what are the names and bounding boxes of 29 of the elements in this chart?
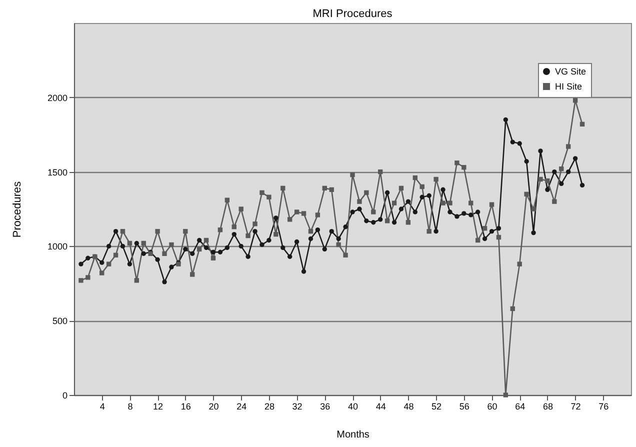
x-tick-label: 44 bbox=[376, 402, 386, 412]
x-tick-label: 12 bbox=[153, 402, 164, 412]
y-axis-title: Procedures bbox=[11, 180, 24, 238]
x-tick-label: 24 bbox=[236, 402, 247, 412]
y-tick-label: 0 bbox=[62, 390, 68, 400]
x-tick-label: 16 bbox=[180, 402, 191, 412]
x-tick-label: 20 bbox=[208, 402, 219, 412]
legend-label: HI Site bbox=[555, 82, 582, 92]
x-tick-label: 36 bbox=[320, 402, 330, 412]
x-tick-label: 32 bbox=[292, 402, 302, 412]
x-tick-label: 76 bbox=[598, 402, 609, 412]
chart-title: MRI Procedures bbox=[312, 8, 393, 20]
x-tick-label: 52 bbox=[432, 402, 442, 412]
x-tick-label: 72 bbox=[570, 402, 581, 412]
legend-label: VG Site bbox=[555, 66, 586, 76]
x-tick-label: 48 bbox=[404, 402, 414, 412]
x-tick-label: 60 bbox=[487, 402, 498, 412]
x-tick-label: 8 bbox=[128, 402, 133, 412]
y-tick-label: 1000 bbox=[47, 242, 68, 252]
x-tick-label: 56 bbox=[459, 402, 470, 412]
y-tick-label: 500 bbox=[52, 316, 68, 326]
y-tick-label: 2000 bbox=[47, 92, 68, 103]
x-tick-label: 28 bbox=[264, 402, 274, 412]
x-axis-title: Months bbox=[336, 430, 370, 440]
x-tick-label: 40 bbox=[348, 402, 358, 412]
x-tick-label: 64 bbox=[515, 402, 526, 412]
x-tick-label: 4 bbox=[100, 402, 105, 412]
x-tick-label: 68 bbox=[542, 402, 553, 412]
y-tick-label: 1500 bbox=[47, 167, 68, 178]
